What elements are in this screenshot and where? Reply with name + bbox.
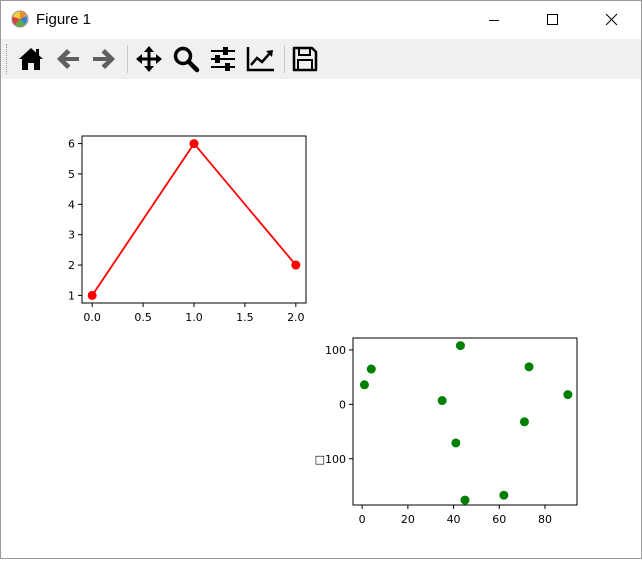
matplotlib-logo-icon [11,10,29,28]
scatter-point [366,364,376,374]
arrow-left-icon [57,49,79,69]
minimize-icon [489,20,499,21]
x-tick-label: 1.5 [236,311,254,324]
home-button[interactable] [14,42,48,76]
axes-frame [352,337,578,506]
scatter-point [519,417,529,427]
maximize-button[interactable] [523,1,581,39]
y-tick-label: 4 [68,198,75,211]
y-tick-label: 6 [68,138,75,151]
x-tick-label: 1.0 [185,311,203,324]
y-tick-label: 0 [339,398,346,411]
y-tick-label: 100 [325,344,346,357]
scatter-point [437,396,447,406]
x-tick-label: 80 [538,513,552,526]
x-tick-label: 0 [359,513,366,526]
home-icon [19,48,43,70]
axes-frame [81,135,307,304]
window-title: Figure 1 [36,11,92,28]
scatter-point [563,390,573,400]
minimize-button[interactable] [465,1,523,39]
y-tick-label: □100 [315,453,346,466]
figure-canvas[interactable]: 0.0 0.5 1.0 1.5 2.0 1 2 3 4 5 6 0 20 40 60 80 100 0 □100 [1,79,641,558]
toolbar-separator [127,45,128,73]
scatter-point [460,495,470,505]
zoom-button[interactable] [169,42,203,76]
line-marker [291,260,301,270]
line-chart-icon [246,47,274,72]
floppy-disk-icon [292,46,318,72]
save-button[interactable] [288,42,322,76]
configure-subplots-button[interactable] [206,42,240,76]
back-button[interactable] [51,42,85,76]
title-bar[interactable]: Figure 1 [1,1,641,39]
x-tick-label: 0.5 [134,311,152,324]
scatter-point [524,362,534,372]
y-tick-label: 3 [68,229,75,242]
scatter-point [499,490,509,500]
scatter-point [455,341,465,351]
scatter-point [451,438,461,448]
pan-button[interactable] [132,42,166,76]
scatter-point [359,380,369,390]
x-tick-label: 40 [447,513,461,526]
x-tick-label: 2.0 [287,311,305,324]
forward-button[interactable] [87,42,121,76]
x-tick-label: 0.0 [83,311,101,324]
y-tick-label: 5 [68,168,75,181]
arrow-right-icon [93,49,115,69]
x-tick-label: 20 [401,513,415,526]
close-icon [605,13,618,26]
sliders-icon [211,47,235,71]
toolbar-grip[interactable] [6,44,8,74]
y-tick-label: 1 [68,289,75,302]
line-marker [87,290,97,300]
y-tick-label: 2 [68,259,75,272]
line-marker [189,139,199,149]
navigation-toolbar [1,39,641,79]
toolbar-separator [284,45,285,73]
x-tick-label: 60 [492,513,506,526]
edit-axis-button[interactable] [243,42,277,76]
move-icon [136,46,162,72]
close-button[interactable] [582,1,640,39]
maximize-icon [547,14,558,25]
magnifier-icon [173,46,200,73]
